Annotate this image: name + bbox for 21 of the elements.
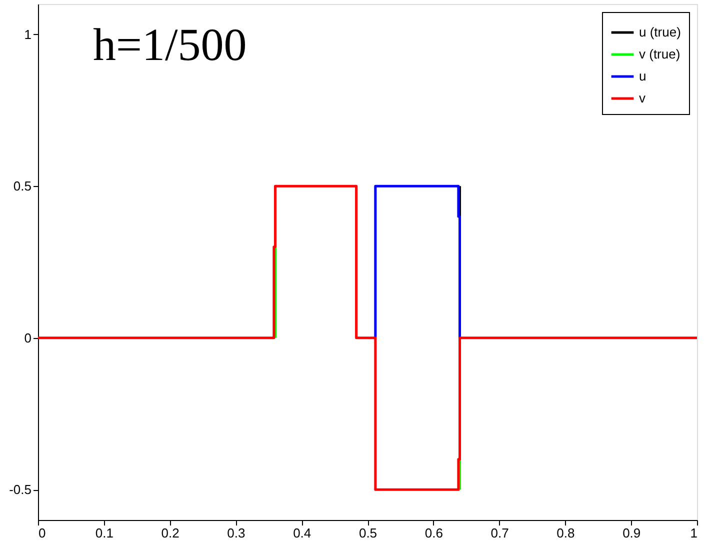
legend-label: v [639,90,646,106]
x-tick-label: 0.8 [556,526,575,540]
x-tick-label: 0.4 [293,526,312,540]
line-series [38,184,697,491]
x-tick-label: 0.5 [358,526,378,540]
legend-label: u (true) [639,24,681,40]
y-tick-label: -0.5 [9,482,32,498]
y-tick-label: 0.5 [13,178,32,194]
legend-label: u [639,68,646,84]
legend-label: v (true) [639,46,680,62]
x-tick-label: 0.3 [227,526,246,540]
annotation: h=1/500 [93,19,247,70]
x-tick-label: 1 [690,526,698,540]
x-tick-label: 0.1 [95,526,114,540]
x-tick-label: 0 [38,526,46,540]
x-tick-label: 0.6 [424,526,443,540]
x-tick-label: 0.2 [161,526,180,540]
y-tick-label: 1 [24,26,32,42]
y-tick-label: 0 [24,330,32,346]
x-tick-label: 0.7 [490,526,509,540]
x-tick-label: 0.9 [622,526,641,540]
